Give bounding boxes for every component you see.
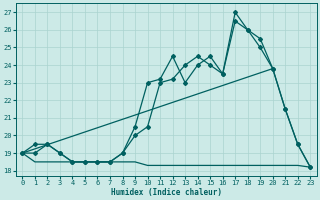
X-axis label: Humidex (Indice chaleur): Humidex (Indice chaleur)	[111, 188, 222, 197]
